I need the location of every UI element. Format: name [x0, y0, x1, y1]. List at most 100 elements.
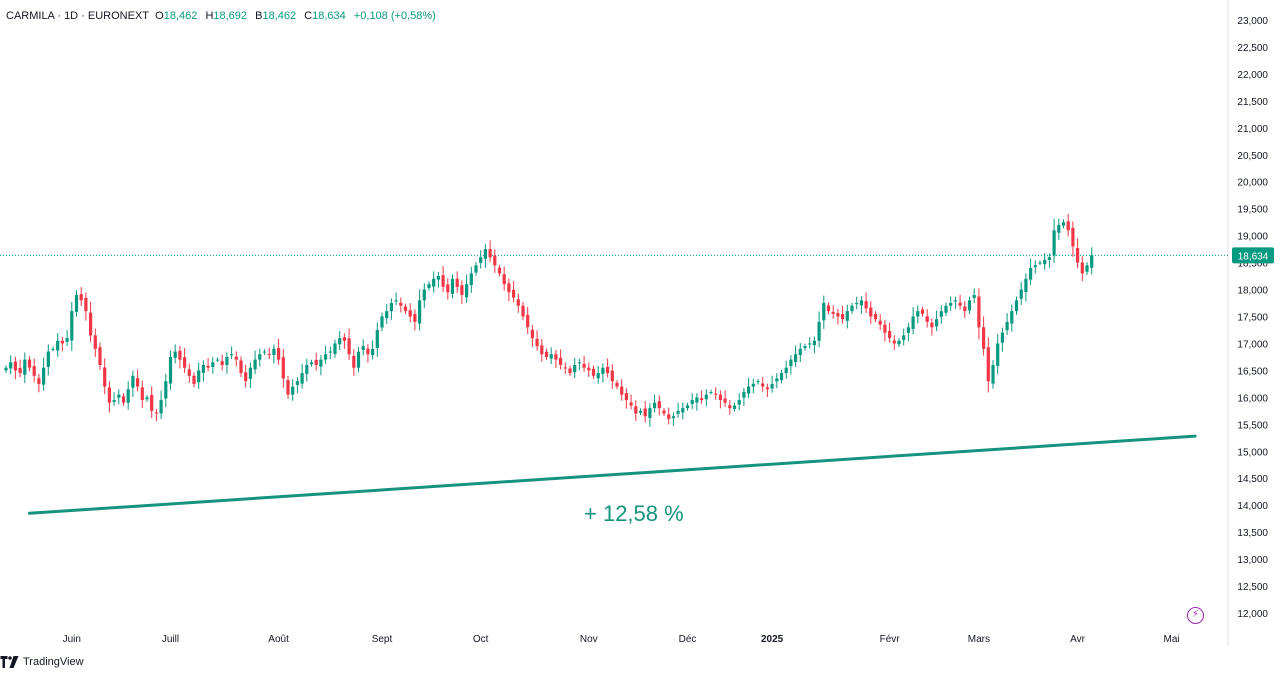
candle [638, 408, 643, 416]
candle [244, 364, 248, 388]
candle-body [356, 351, 361, 368]
candle [112, 392, 116, 406]
candle-body [925, 316, 929, 322]
candle-body [136, 378, 140, 387]
candle-body [869, 307, 873, 317]
candle-body [1014, 300, 1019, 312]
candle [51, 346, 55, 352]
candle-body [1080, 262, 1084, 274]
candle [371, 340, 375, 360]
candle-body [314, 359, 318, 366]
candle [1029, 258, 1033, 285]
candle-body [563, 367, 567, 369]
candle [483, 244, 487, 268]
candle-body [79, 294, 83, 301]
y-tick-label: 19,500 [1237, 205, 1268, 216]
candle-body [220, 361, 224, 366]
candle [479, 250, 483, 269]
candle [784, 360, 788, 379]
y-tick-label: 23,000 [1237, 16, 1268, 27]
candle-body [728, 405, 732, 409]
y-tick-label: 17,000 [1237, 339, 1268, 350]
candle-body [1071, 227, 1075, 247]
candle [704, 389, 708, 407]
candle [225, 352, 229, 374]
candle-body [281, 357, 285, 379]
candle-body [93, 335, 97, 349]
close-value: 18,634 [312, 10, 346, 22]
candle-body [103, 367, 107, 387]
candle-body [671, 416, 675, 419]
candle [413, 309, 417, 331]
close-label: C [304, 10, 313, 22]
candle-body [60, 340, 64, 344]
lightning-icon[interactable]: ⚡ [1187, 607, 1204, 624]
candle [418, 289, 422, 331]
candle-body [949, 303, 953, 306]
candle-body [145, 397, 149, 400]
candle-body [32, 366, 36, 376]
trendline[interactable] [28, 434, 1197, 515]
candle [248, 362, 252, 388]
candle-body [695, 397, 699, 403]
candle-body [996, 343, 1000, 366]
candle [338, 330, 342, 351]
candle [197, 362, 201, 389]
tradingview-logo-icon [0, 656, 19, 668]
candle-body [215, 359, 220, 361]
candle-body [751, 383, 755, 387]
candle [620, 379, 624, 401]
time-axis[interactable]: Juin Juill Août Sept Oct Nov Déc 2025 Févr Mars Av… [63, 634, 1180, 645]
candle-body [761, 383, 765, 387]
candle-body [765, 387, 769, 390]
candle [1005, 313, 1009, 336]
candle-body [963, 306, 967, 312]
candle [549, 347, 553, 365]
candle-body [112, 400, 116, 402]
candle-body [1061, 222, 1066, 226]
candle [140, 380, 144, 409]
candle [765, 383, 769, 398]
candle-body [530, 329, 534, 339]
candle [446, 278, 450, 300]
candle [234, 351, 238, 367]
candle-body [338, 338, 342, 345]
price-axis[interactable]: 12,000 12,500 13,000 13,500 14,000 14,500 15,0… [1237, 16, 1268, 620]
candle [192, 372, 196, 388]
trendline-segment[interactable] [28, 434, 1197, 515]
candle-body [234, 356, 238, 360]
candle-body [436, 276, 440, 280]
candle [873, 311, 878, 323]
candle-body [591, 368, 596, 376]
candle-body [577, 362, 581, 364]
candle-body [1047, 257, 1051, 260]
candle-body [789, 359, 793, 367]
y-tick-label: 13,000 [1237, 555, 1268, 566]
candle-body [803, 346, 807, 349]
candle-body [342, 337, 346, 341]
candle [916, 305, 920, 324]
candle [958, 294, 962, 310]
candle-body [756, 381, 760, 383]
x-tick-label: Juin [63, 634, 81, 645]
candle-body [70, 311, 74, 341]
candle [277, 338, 281, 365]
candle [1043, 253, 1047, 270]
candle [18, 359, 22, 378]
symbol-name[interactable]: CARMILA · 1D · EURONEXT [6, 10, 150, 22]
candle-body [516, 299, 520, 306]
candle-body [408, 310, 412, 317]
candle-body [864, 301, 868, 309]
candle-body [403, 306, 408, 312]
candle [389, 298, 393, 320]
candle [507, 278, 511, 302]
candle-body [4, 367, 8, 371]
tradingview-branding[interactable]: TradingView [0, 656, 84, 668]
candle [1057, 218, 1061, 241]
candle [13, 356, 17, 380]
candle [794, 345, 798, 367]
candle [822, 295, 826, 330]
candle [497, 264, 502, 277]
gain-annotation[interactable]: + 12,58 % [584, 501, 684, 526]
